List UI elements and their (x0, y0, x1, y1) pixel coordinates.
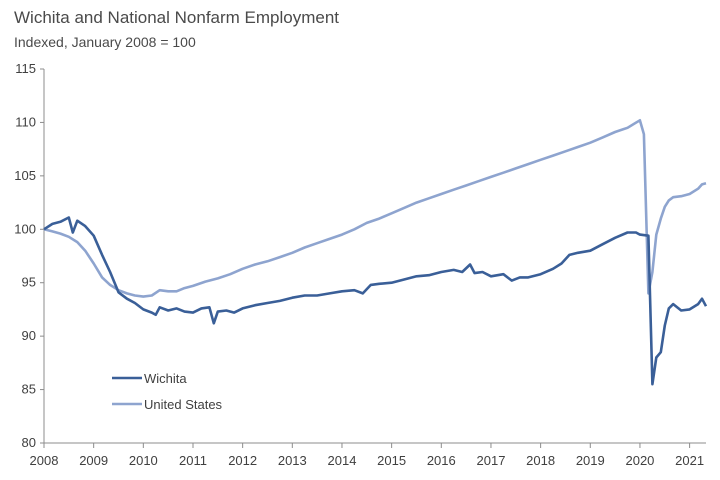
chart-subtitle: Indexed, January 2008 = 100 (14, 34, 196, 50)
axes: 80 85 90 95 100 105 110 115 2008 2009 2010 2011 2012… (14, 61, 706, 468)
x-tick-label: 2020 (625, 453, 654, 468)
y-tick-label: 85 (22, 382, 36, 397)
y-tick-label: 105 (14, 168, 36, 183)
y-tick-label: 100 (14, 221, 36, 236)
series-line-united-states (43, 119, 707, 298)
series-group (43, 119, 708, 386)
x-tick-label: 2019 (576, 453, 605, 468)
y-tick-label: 80 (22, 435, 36, 450)
chart-title: Wichita and National Nonfarm Employment (14, 8, 340, 27)
x-tick-label: 2017 (477, 453, 506, 468)
y-tick-label: 90 (22, 328, 36, 343)
x-tick-label: 2014 (328, 453, 357, 468)
legend-label: United States (144, 397, 223, 412)
x-tick-label: 2010 (129, 453, 158, 468)
x-tick-label: 2008 (30, 453, 59, 468)
x-tick-label: 2012 (228, 453, 257, 468)
x-tick-label: 2018 (526, 453, 555, 468)
legend: Wichita United States (112, 371, 223, 412)
x-tick-label: 2013 (278, 453, 307, 468)
x-tick-label: 2016 (427, 453, 456, 468)
y-tick-label: 95 (22, 275, 36, 290)
y-tick-label: 115 (15, 61, 36, 76)
x-tick-label: 2021 (675, 453, 704, 468)
y-tick-label: 110 (15, 114, 36, 129)
legend-label: Wichita (144, 371, 187, 386)
series-line-wichita (43, 216, 708, 386)
x-tick-label: 2015 (377, 453, 406, 468)
x-tick-label: 2011 (179, 453, 207, 468)
x-tick-label: 2009 (79, 453, 108, 468)
